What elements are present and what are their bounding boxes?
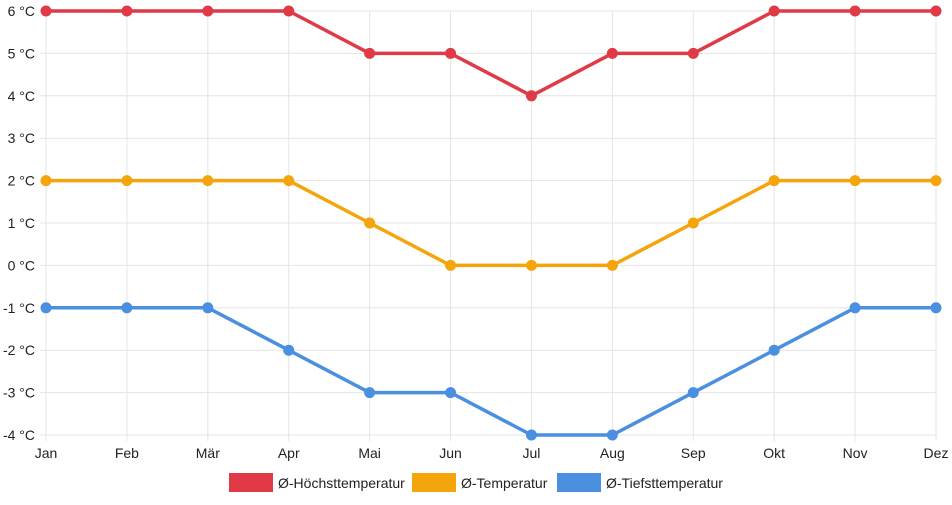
- legend-swatch: [412, 473, 456, 492]
- data-point[interactable]: [364, 217, 376, 229]
- data-point[interactable]: [525, 259, 537, 271]
- data-point[interactable]: [202, 302, 214, 314]
- data-point[interactable]: [202, 175, 214, 187]
- data-point[interactable]: [849, 5, 861, 17]
- x-tick-label: Aug: [600, 445, 625, 461]
- x-tick-label: Dez: [924, 445, 949, 461]
- data-point[interactable]: [930, 5, 942, 17]
- data-point[interactable]: [687, 217, 699, 229]
- y-tick-label: 5 °C: [8, 45, 35, 61]
- y-axis-ticks: 6 °C 5 °C 4 °C 3 °C 2 °C 1 °C 0 °C -1 °C -2 °C -3…: [3, 3, 35, 443]
- legend: Ø-Höchsttemperatur Ø-Temperatur Ø-Tiefstte…: [229, 473, 723, 492]
- data-point[interactable]: [687, 387, 699, 399]
- data-point[interactable]: [202, 5, 214, 17]
- data-point[interactable]: [849, 302, 861, 314]
- data-point[interactable]: [525, 90, 537, 102]
- y-tick-label: 1 °C: [8, 215, 35, 231]
- data-point[interactable]: [364, 387, 376, 399]
- series-line: [44, 306, 938, 437]
- data-point[interactable]: [283, 5, 295, 17]
- data-point[interactable]: [606, 429, 618, 441]
- x-tick-label: Feb: [115, 445, 139, 461]
- data-point[interactable]: [121, 302, 133, 314]
- x-tick-label: Jun: [439, 445, 462, 461]
- x-tick-label: Mai: [358, 445, 381, 461]
- data-point[interactable]: [445, 259, 457, 271]
- data-point[interactable]: [445, 47, 457, 59]
- series-group: [40, 175, 942, 271]
- data-point[interactable]: [364, 47, 376, 59]
- y-tick-label: 4 °C: [8, 88, 35, 104]
- y-tick-label: 3 °C: [8, 130, 35, 146]
- x-axis-ticks: Jan Feb Mär Apr Mai Jun Jul Aug Sep Okt Nov Dez: [35, 445, 949, 461]
- data-point[interactable]: [121, 175, 133, 187]
- legend-item[interactable]: Ø-Temperatur: [412, 473, 548, 492]
- data-point[interactable]: [121, 5, 133, 17]
- series-lines: [40, 5, 942, 441]
- y-tick-label: 6 °C: [8, 3, 35, 19]
- x-tick-label: Mär: [196, 445, 220, 461]
- legend-item[interactable]: Ø-Tiefsttemperatur: [557, 473, 723, 492]
- x-tick-label: Sep: [681, 445, 706, 461]
- legend-swatch: [229, 473, 273, 492]
- data-point[interactable]: [930, 175, 942, 187]
- data-point[interactable]: [606, 47, 618, 59]
- x-tick-label: Okt: [763, 445, 785, 461]
- x-tick-label: Nov: [843, 445, 868, 461]
- y-tick-label: -4 °C: [3, 427, 35, 443]
- data-point[interactable]: [525, 429, 537, 441]
- data-point[interactable]: [40, 175, 52, 187]
- data-point[interactable]: [768, 175, 780, 187]
- legend-swatch: [557, 473, 601, 492]
- x-tick-label: Apr: [278, 445, 300, 461]
- data-point[interactable]: [283, 344, 295, 356]
- series-group: [40, 302, 942, 441]
- grid: [40, 10, 937, 441]
- y-tick-label: 2 °C: [8, 173, 35, 189]
- data-point[interactable]: [849, 175, 861, 187]
- data-point[interactable]: [768, 344, 780, 356]
- data-point[interactable]: [40, 302, 52, 314]
- y-tick-label: 0 °C: [8, 257, 35, 273]
- data-point[interactable]: [283, 175, 295, 187]
- legend-label: Ø-Tiefsttemperatur: [606, 475, 723, 491]
- series-line: [44, 9, 938, 98]
- data-point[interactable]: [40, 5, 52, 17]
- data-point[interactable]: [768, 5, 780, 17]
- series-group: [40, 5, 942, 102]
- legend-item[interactable]: Ø-Höchsttemperatur: [229, 473, 405, 492]
- series-line: [44, 178, 938, 268]
- y-tick-label: -3 °C: [3, 385, 35, 401]
- x-tick-label: Jul: [523, 445, 541, 461]
- x-tick-label: Jan: [35, 445, 58, 461]
- y-tick-label: -2 °C: [3, 342, 35, 358]
- y-tick-label: -1 °C: [3, 300, 35, 316]
- data-point[interactable]: [606, 259, 618, 271]
- legend-label: Ø-Höchsttemperatur: [278, 475, 405, 491]
- data-point[interactable]: [445, 387, 457, 399]
- legend-label: Ø-Temperatur: [461, 475, 548, 491]
- data-point[interactable]: [930, 302, 942, 314]
- data-point[interactable]: [687, 47, 699, 59]
